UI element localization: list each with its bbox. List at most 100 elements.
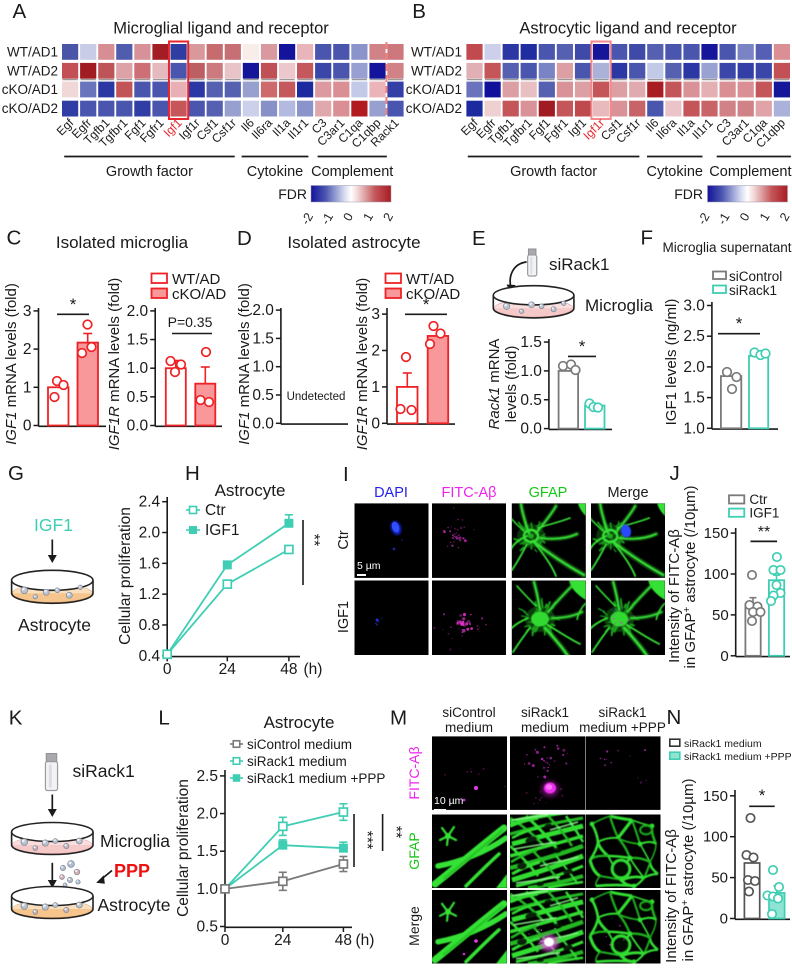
svg-text:1: 1 xyxy=(23,379,32,396)
svg-text:Astrocyte: Astrocyte xyxy=(18,615,91,635)
svg-text:E: E xyxy=(472,227,486,250)
svg-text:WT/AD: WT/AD xyxy=(172,271,220,288)
svg-text:0: 0 xyxy=(720,648,728,665)
svg-text:IGF1 mRNA levels (fold): IGF1 mRNA levels (fold) xyxy=(3,283,20,445)
svg-text:Microglia: Microglia xyxy=(585,296,654,315)
svg-text:Isolated microglia: Isolated microglia xyxy=(56,233,189,252)
svg-text:1.0: 1.0 xyxy=(520,363,542,380)
svg-text:10 µm: 10 µm xyxy=(434,795,464,807)
svg-text:2: 2 xyxy=(23,341,32,358)
svg-text:L: L xyxy=(158,707,169,730)
svg-text:0: 0 xyxy=(221,932,230,949)
svg-text:1.5: 1.5 xyxy=(520,334,542,351)
svg-text:siRack1 medium: siRack1 medium xyxy=(684,738,762,750)
svg-text:in GFAP+ astrocyte (/10µm): in GFAP+ astrocyte (/10µm) xyxy=(680,779,698,962)
svg-text:IGF1 levels (ng/ml): IGF1 levels (ng/ml) xyxy=(663,299,680,426)
svg-text:24: 24 xyxy=(274,932,292,949)
svg-text:1.2: 1.2 xyxy=(139,586,161,603)
svg-text:1.5: 1.5 xyxy=(683,390,705,407)
svg-text:0: 0 xyxy=(163,661,172,678)
svg-text:0.5: 0.5 xyxy=(196,919,218,936)
svg-text:150: 150 xyxy=(704,525,729,542)
svg-text:*: * xyxy=(70,295,77,314)
svg-text:FDR: FDR xyxy=(674,186,703,202)
svg-text:2.0: 2.0 xyxy=(127,303,149,320)
svg-text:Astrocyte: Astrocyte xyxy=(264,713,335,732)
svg-text:0: 0 xyxy=(371,415,380,432)
svg-text:FITC-Aβ: FITC-Aβ xyxy=(441,485,496,501)
svg-text:cKO/AD: cKO/AD xyxy=(172,286,226,303)
svg-text:WT/AD1: WT/AD1 xyxy=(411,44,462,59)
svg-text:5 µm: 5 µm xyxy=(357,560,381,572)
svg-text:IGF1: IGF1 xyxy=(205,522,239,539)
svg-text:2.5: 2.5 xyxy=(683,328,705,345)
svg-text:Microglia: Microglia xyxy=(100,831,170,851)
svg-text:siControl: siControl xyxy=(729,269,782,284)
svg-text:0.8: 0.8 xyxy=(139,617,161,634)
svg-text:IGF1R mRNA levels (fold): IGF1R mRNA levels (fold) xyxy=(106,278,123,451)
svg-text:(h): (h) xyxy=(304,661,323,678)
svg-text:siRack1 medium: siRack1 medium xyxy=(247,754,347,769)
svg-text:48: 48 xyxy=(335,932,352,949)
svg-text:24: 24 xyxy=(219,661,237,678)
svg-text:1: 1 xyxy=(371,379,380,396)
svg-text:Cellular proliferation: Cellular proliferation xyxy=(175,779,192,917)
svg-text:Rack1 mRNA: Rack1 mRNA xyxy=(486,339,503,430)
svg-text:Microglia supernatant: Microglia supernatant xyxy=(662,240,791,255)
svg-text:2: 2 xyxy=(371,343,380,360)
svg-text:1.6: 1.6 xyxy=(139,555,161,572)
svg-text:(h): (h) xyxy=(356,932,375,949)
svg-text:cKO/AD1: cKO/AD1 xyxy=(406,82,462,97)
svg-text:medium: medium xyxy=(445,720,493,735)
svg-text:siRack1: siRack1 xyxy=(73,761,135,781)
svg-text:Undetected: Undetected xyxy=(287,391,346,403)
svg-text:GFAP: GFAP xyxy=(406,832,422,869)
svg-text:1.5: 1.5 xyxy=(196,843,218,860)
svg-text:2.0: 2.0 xyxy=(252,302,274,319)
svg-text:siControl: siControl xyxy=(442,705,495,720)
svg-text:PPP: PPP xyxy=(114,861,150,881)
svg-text:48: 48 xyxy=(280,661,297,678)
svg-text:3: 3 xyxy=(371,306,380,323)
svg-text:B: B xyxy=(412,0,426,23)
svg-text:C: C xyxy=(7,227,22,250)
svg-text:WT/AD2: WT/AD2 xyxy=(7,63,58,78)
svg-text:cKO/AD1: cKO/AD1 xyxy=(2,82,58,97)
svg-text:1.0: 1.0 xyxy=(252,359,274,376)
svg-text:3: 3 xyxy=(23,303,32,320)
svg-text:150: 150 xyxy=(703,788,728,805)
svg-text:0.5: 0.5 xyxy=(127,389,149,406)
svg-text:IGF1: IGF1 xyxy=(34,515,73,535)
svg-text:siRack1 medium +PPP: siRack1 medium +PPP xyxy=(684,751,792,763)
svg-text:100: 100 xyxy=(703,829,728,846)
svg-text:**: ** xyxy=(305,534,322,546)
svg-text:Complement: Complement xyxy=(709,164,791,180)
svg-text:Ctr: Ctr xyxy=(205,502,226,519)
svg-text:Growth factor: Growth factor xyxy=(106,164,193,180)
svg-text:2.5: 2.5 xyxy=(196,768,218,785)
svg-text:1.5: 1.5 xyxy=(252,330,274,347)
svg-text:2.4: 2.4 xyxy=(139,494,161,511)
svg-text:Cytokine: Cytokine xyxy=(247,164,303,180)
svg-text:Intensity of FITC-Aβ: Intensity of FITC-Aβ xyxy=(666,529,683,663)
svg-text:siControl medium: siControl medium xyxy=(247,737,352,752)
svg-text:Isolated astrocyte: Isolated astrocyte xyxy=(287,233,420,252)
svg-text:H: H xyxy=(185,462,200,485)
svg-text:**: ** xyxy=(387,826,404,838)
svg-text:FDR: FDR xyxy=(278,186,307,202)
svg-text:Cellular proliferation: Cellular proliferation xyxy=(117,507,134,645)
svg-text:2.0: 2.0 xyxy=(683,359,705,376)
svg-text:*: * xyxy=(579,337,586,356)
svg-text:F: F xyxy=(641,227,654,250)
svg-text:0.0: 0.0 xyxy=(520,421,542,438)
svg-text:0: 0 xyxy=(720,911,728,928)
svg-text:0.0: 0.0 xyxy=(127,418,149,435)
svg-text:GFAP: GFAP xyxy=(529,485,568,501)
svg-text:1.0: 1.0 xyxy=(196,881,218,898)
svg-text:K: K xyxy=(9,707,23,730)
svg-text:M: M xyxy=(390,707,407,730)
svg-text:Intensity of FITC-Aβ: Intensity of FITC-Aβ xyxy=(663,829,680,963)
svg-text:medium +PPP: medium +PPP xyxy=(579,720,666,735)
svg-text:0.5: 0.5 xyxy=(520,392,542,409)
svg-text:*: * xyxy=(736,314,743,333)
